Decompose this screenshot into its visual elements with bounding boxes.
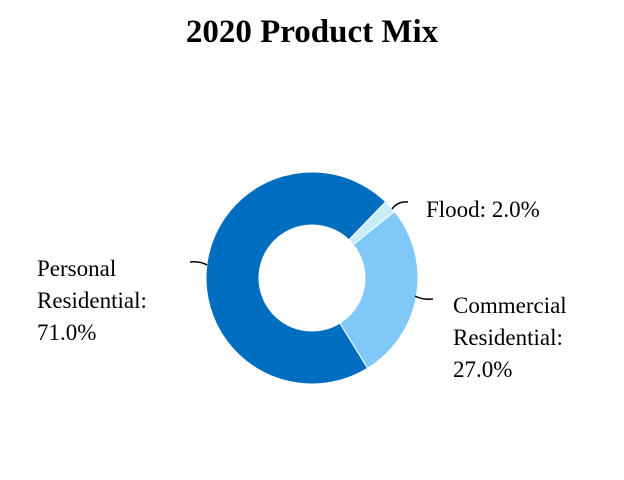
donut-slice (339, 210, 419, 369)
data-label: Personal Residential: 71.0% (37, 256, 147, 345)
data-label: Commercial Residential: 27.0% (453, 293, 567, 382)
leader-line (391, 201, 409, 210)
leader-line (414, 295, 434, 300)
leader-line (189, 261, 208, 266)
data-label: Flood: 2.0% (426, 197, 540, 222)
donut-slice (205, 171, 387, 385)
chart-title: 2020 Product Mix (185, 14, 439, 50)
